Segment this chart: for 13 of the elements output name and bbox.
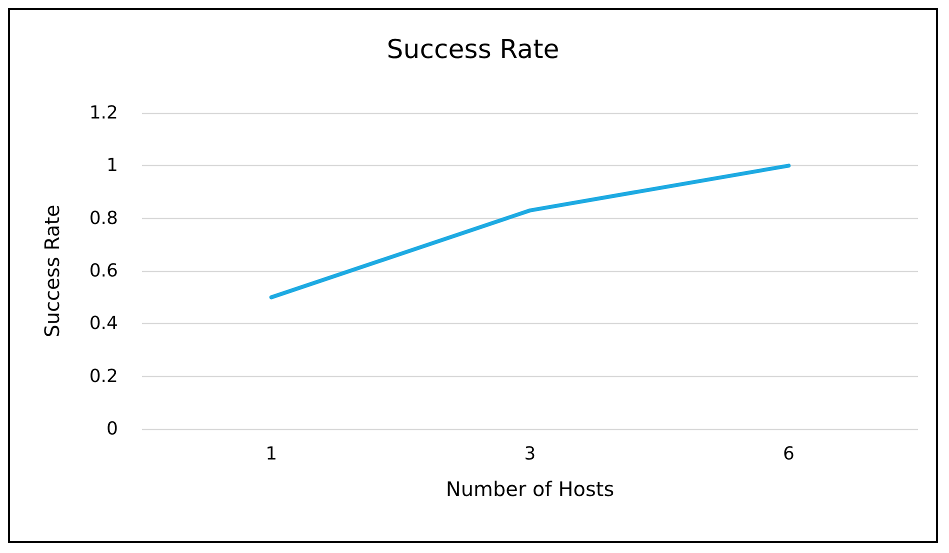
y-tick-label: 1.2 bbox=[89, 102, 118, 124]
chart-title: Success Rate bbox=[386, 35, 560, 65]
x-axis-title: Number of Hosts bbox=[446, 477, 614, 501]
x-tick-label: 3 bbox=[524, 444, 536, 464]
y-tick-label: 0.6 bbox=[89, 260, 118, 282]
y-tick-label: 0 bbox=[106, 418, 118, 440]
y-axis-title: Success Rate bbox=[40, 204, 64, 338]
x-tick-label: 6 bbox=[782, 444, 794, 464]
y-tick-label: 0.8 bbox=[89, 208, 118, 229]
x-tick-label: 1 bbox=[266, 444, 278, 464]
y-tick-label: 0.4 bbox=[89, 313, 118, 334]
y-tick-label: 1 bbox=[106, 155, 118, 176]
y-tick-label: 0.2 bbox=[89, 366, 118, 387]
